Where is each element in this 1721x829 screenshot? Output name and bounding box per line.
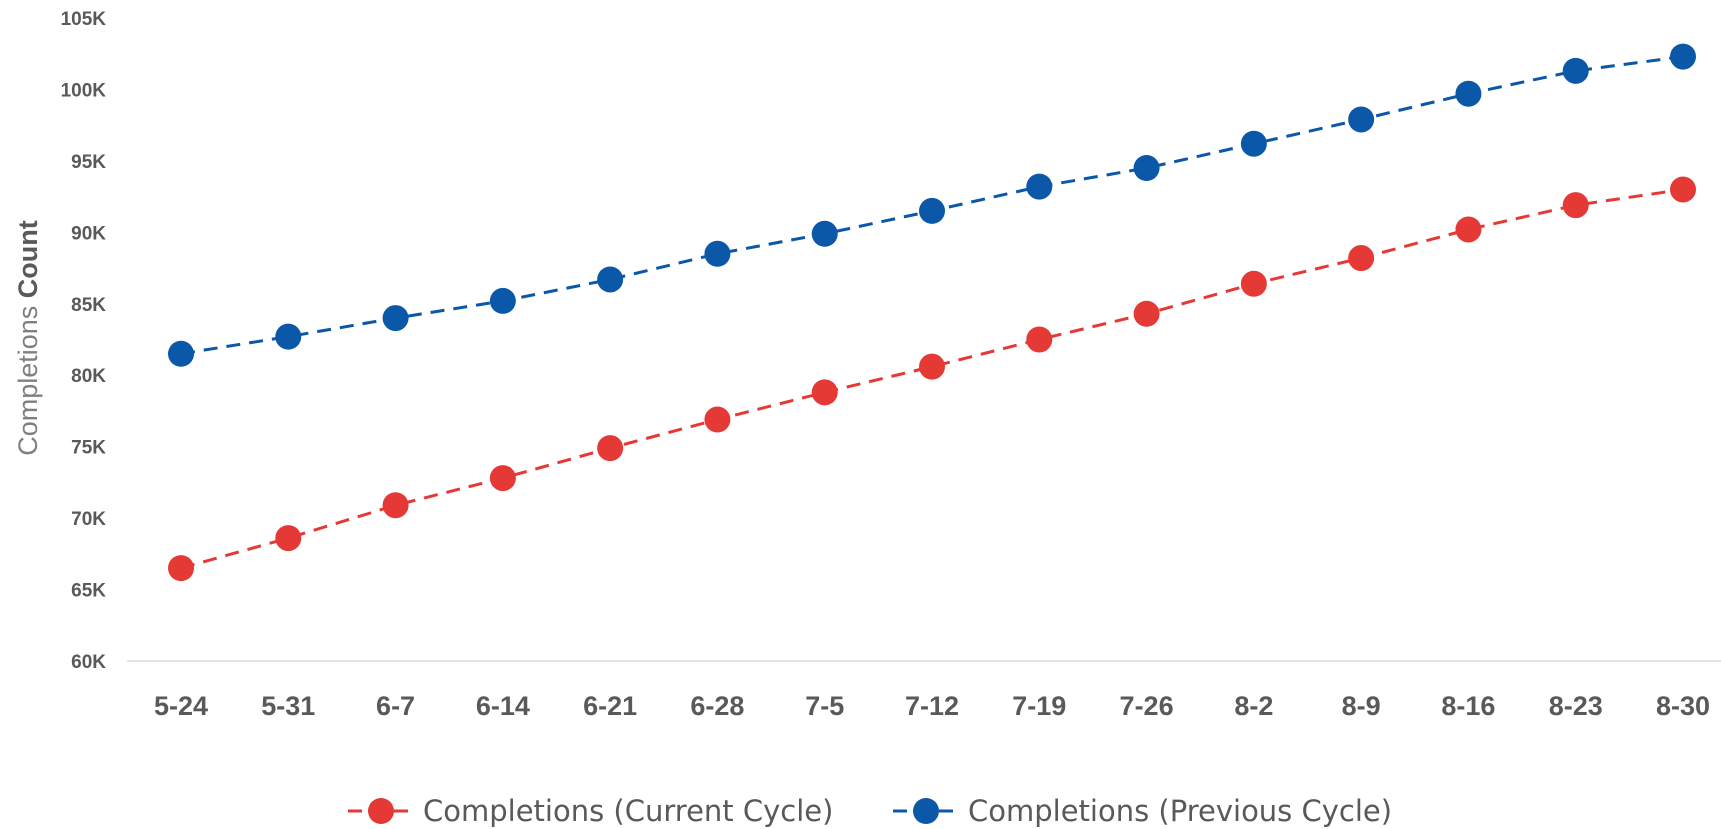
y-tick-label: 95K (71, 152, 106, 173)
y-tick-label: 80K (71, 366, 106, 387)
legend-item: Completions (Current Cycle) (348, 794, 833, 828)
data-point (275, 525, 302, 552)
x-tick-label: 8-16 (1441, 691, 1495, 721)
data-point (1455, 216, 1482, 243)
data-point (1348, 106, 1375, 133)
data-point (597, 435, 624, 462)
y-axis-label-bold: Count (13, 220, 43, 298)
data-point (1240, 130, 1267, 157)
x-tick-label: 7-12 (905, 691, 959, 721)
data-point (1026, 326, 1053, 353)
y-tick-label: 100K (61, 80, 107, 101)
series-line (180, 187, 1684, 570)
series-layer (168, 43, 1696, 582)
data-point (382, 305, 409, 332)
data-point (811, 220, 838, 247)
y-axis-label: Completions Count (13, 220, 43, 456)
legend-item: Completions (Previous Cycle) (893, 794, 1392, 828)
series-current-cycle (168, 176, 1696, 582)
y-tick-label: 105K (61, 9, 107, 30)
data-point (919, 197, 945, 224)
legend: Completions (Current Cycle) Completions (… (348, 794, 1392, 828)
data-point (1026, 173, 1053, 200)
y-tick-label: 60K (71, 652, 106, 673)
data-point (811, 379, 838, 406)
data-point (704, 406, 731, 433)
data-point (489, 465, 516, 492)
y-tick-label: 70K (71, 509, 106, 530)
data-point (1240, 270, 1267, 297)
legend-label: Completions (Current Cycle) (423, 794, 833, 828)
x-tick-label: 5-31 (261, 691, 315, 721)
legend-marker (368, 798, 394, 824)
y-axis-label-light: Completions (13, 306, 43, 456)
data-point (704, 240, 731, 267)
x-tick-label: 6-28 (690, 691, 744, 721)
data-point (919, 353, 945, 380)
data-point (168, 555, 194, 582)
x-tick-label: 7-19 (1012, 691, 1066, 721)
x-tick-label: 6-21 (583, 691, 637, 721)
y-tick-label: 90K (71, 223, 106, 244)
x-tick-label: 7-26 (1120, 691, 1174, 721)
data-point (275, 323, 302, 350)
x-tick-label: 6-14 (476, 691, 530, 721)
y-tick-label: 85K (71, 295, 106, 316)
y-axis-ticks: 60K 65K 70K 75K 80K 85K 90K 95K 100K 105K (61, 9, 107, 673)
x-tick-label: 8-30 (1656, 691, 1710, 721)
data-point (1562, 192, 1589, 219)
y-tick-label: 75K (71, 438, 106, 459)
data-point (1562, 57, 1589, 84)
data-point (1133, 155, 1160, 182)
data-point (1348, 245, 1375, 272)
legend-marker (913, 798, 939, 824)
series-previous-cycle (168, 43, 1696, 367)
data-point (489, 287, 516, 314)
data-point (1133, 300, 1160, 327)
x-tick-label: 7-5 (805, 691, 844, 721)
data-point (382, 492, 409, 519)
x-tick-label: 5-24 (154, 691, 208, 721)
data-point (1670, 43, 1696, 70)
data-point (597, 266, 624, 293)
y-tick-label: 65K (71, 581, 106, 602)
data-point (1670, 176, 1696, 203)
data-point (168, 340, 194, 367)
x-tick-label: 6-7 (376, 691, 415, 721)
legend-label: Completions (Previous Cycle) (968, 794, 1392, 828)
x-tick-label: 8-9 (1342, 691, 1381, 721)
x-axis-ticks: 5-24 5-31 6-7 6-14 6-21 6-28 7-5 7-12 7-19 7-26 8-… (154, 691, 1710, 721)
x-tick-label: 8-2 (1234, 691, 1273, 721)
x-tick-label: 8-23 (1549, 691, 1603, 721)
data-point (1455, 80, 1482, 107)
